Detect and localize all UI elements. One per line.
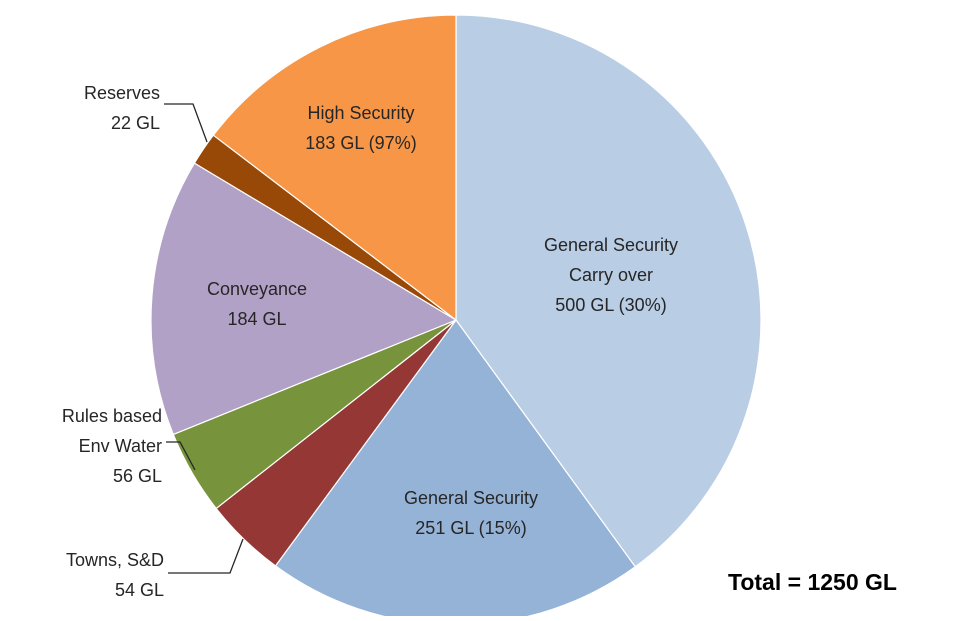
slice-label: Towns, S&D 54 GL: [66, 550, 164, 600]
slice-label-line: 500 GL (30%): [555, 295, 666, 315]
pie-slice-general-security: [274, 318, 637, 621]
slice-label: Conveyance 184 GL: [207, 279, 307, 329]
slice-label-line: General Security: [544, 235, 678, 255]
slice-label-line: High Security: [307, 103, 414, 123]
slice-label: General Security Carry over 500 GL (30%): [544, 235, 678, 315]
slice-label-line: 251 GL (15%): [415, 518, 526, 538]
slice-label-line: Conveyance: [207, 279, 307, 299]
slice-label-line: 22 GL: [111, 113, 160, 133]
total-label: Total = 1250 GL: [728, 569, 897, 595]
slice-label-line: Rules based: [62, 406, 162, 426]
slice-label-line: General Security: [404, 488, 538, 508]
slice-label-line: Reserves: [84, 83, 160, 103]
slice-label-line: 184 GL: [227, 309, 286, 329]
slice-label-line: Env Water: [79, 436, 162, 456]
leader-line: [166, 441, 196, 471]
pie-slice-general-security-carry-over: [455, 14, 762, 568]
slice-label-line: 56 GL: [113, 466, 162, 486]
slice-label: General Security 251 GL (15%): [404, 488, 538, 538]
pie-slice-high-security: [212, 14, 457, 322]
slice-label-line: Carry over: [569, 265, 653, 285]
slice-label: Reserves 22 GL: [84, 83, 160, 133]
leader-line: [164, 103, 208, 143]
leaders-layer: [164, 103, 244, 574]
slice-label-line: 54 GL: [115, 580, 164, 600]
slice-label: Rules based Env Water 56 GL: [62, 406, 162, 486]
pie-slice-conveyance: [150, 162, 458, 436]
slice-label-line: Towns, S&D: [66, 550, 164, 570]
labels-layer: General Security Carry over 500 GL (30%)Ge…: [62, 83, 678, 600]
slice-label-line: 183 GL (97%): [305, 133, 416, 153]
leader-line: [168, 538, 244, 574]
slices-layer: [150, 14, 762, 621]
slice-label: High Security 183 GL (97%): [305, 103, 416, 153]
